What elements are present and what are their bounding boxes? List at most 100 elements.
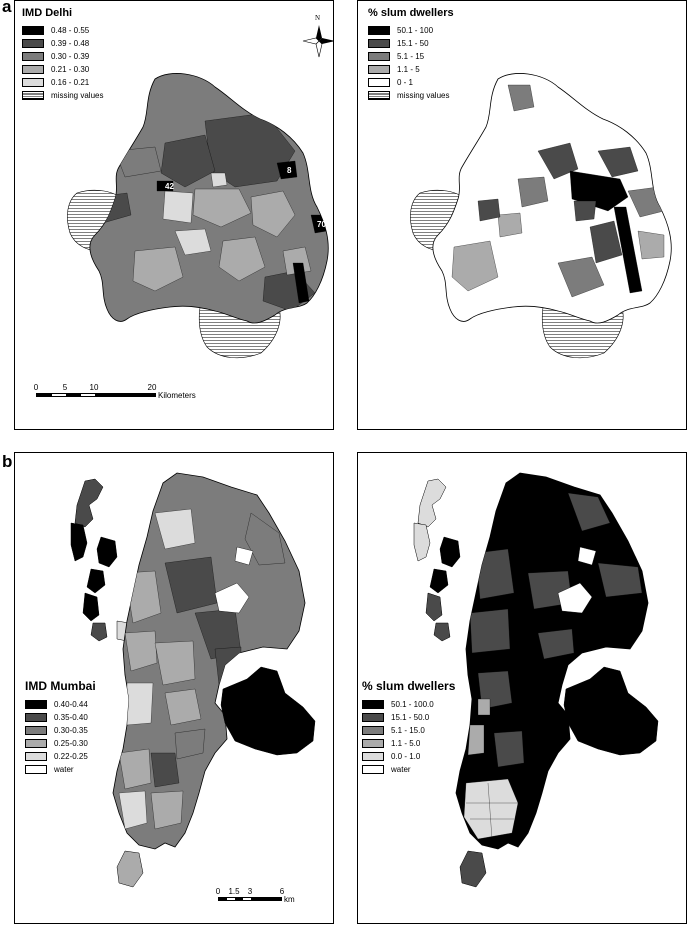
legend-row: 0.21 - 0.30 [22, 63, 103, 75]
legend-swatch [22, 90, 44, 100]
legend-swatch [362, 751, 384, 761]
legend-label: 50.1 - 100 [397, 25, 434, 35]
legend-title: IMD Mumbai [25, 679, 96, 693]
legend-row: 5.1 - 15 [368, 50, 454, 62]
north-arrow-icon [302, 25, 333, 58]
mumbai-imd-map [70, 472, 316, 888]
delhi-scale-bar: 0 5 10 20 Kilometers [33, 383, 196, 400]
legend-swatch [362, 764, 384, 774]
legend-swatch [22, 38, 44, 48]
legend-swatch [25, 725, 47, 735]
legend-row: 0.25-0.30 [25, 737, 96, 749]
delhi-slum-map [410, 73, 672, 359]
scale-tick: 1.5 [228, 887, 240, 896]
delhi-map-label-42: 42 [165, 182, 174, 191]
legend-swatch [368, 51, 390, 61]
legend-swatch [22, 25, 44, 35]
legend-label: 0.39 - 0.48 [51, 38, 90, 48]
legend-swatch [368, 77, 390, 87]
legend-label: 15.1 - 50.0 [391, 712, 430, 722]
legend-label: 0 - 1 [397, 77, 414, 87]
legend-swatch [25, 764, 47, 774]
legend-row: water [362, 763, 455, 775]
legend-swatch [368, 90, 390, 100]
legend-label: 0.48 - 0.55 [51, 25, 90, 35]
legend-swatch [368, 64, 390, 74]
delhi-slum-map-frame: % slum dwellers 50.1 - 100 15.1 - 50 5.1… [357, 0, 687, 430]
legend-swatch [362, 725, 384, 735]
delhi-slum-legend: % slum dwellers 50.1 - 100 15.1 - 50 5.1… [368, 7, 454, 102]
legend-row: 0.30 - 0.39 [22, 50, 103, 62]
mumbai-scale-bar: 0 1.5 3 6 km [215, 887, 295, 904]
delhi-imd-legend: IMD Delhi 0.48 - 0.55 0.39 - 0.48 0.30 -… [22, 7, 103, 102]
scale-bar-graphic [218, 897, 282, 901]
legend-row: 0.39 - 0.48 [22, 37, 103, 49]
delhi-map-label-8: 8 [287, 166, 292, 175]
legend-label: 0.40-0.44 [54, 699, 88, 709]
scale-bar-graphic [36, 393, 156, 397]
legend-row: 1.1 - 5 [368, 63, 454, 75]
legend-title: IMD Delhi [22, 7, 73, 19]
legend-label: 1.1 - 5.0 [391, 738, 421, 748]
scale-unit: Kilometers [158, 391, 196, 400]
legend-row: 0.40-0.44 [25, 698, 96, 710]
panel-label-a: a [2, 0, 12, 16]
legend-label: 15.1 - 50 [397, 38, 429, 48]
mumbai-imd-legend: IMD Mumbai 0.40-0.44 0.35-0.40 0.30-0.35… [25, 679, 96, 776]
legend-swatch [368, 25, 390, 35]
legend-row: 0 - 1 [368, 76, 454, 88]
legend-row: 0.22-0.25 [25, 750, 96, 762]
legend-row: 0.48 - 0.55 [22, 24, 103, 36]
legend-title: % slum dwellers [362, 679, 456, 693]
legend-row: 0.30-0.35 [25, 724, 96, 736]
legend-row: missing values [368, 89, 454, 101]
legend-swatch [25, 751, 47, 761]
legend-swatch [362, 699, 384, 709]
mumbai-slum-legend: % slum dwellers 50.1 - 100.0 15.1 - 50.0… [362, 679, 455, 776]
legend-label: water [54, 764, 74, 774]
legend-row: missing values [22, 89, 103, 101]
legend-swatch [22, 51, 44, 61]
scale-tick: 6 [279, 887, 285, 896]
mumbai-slum-map [413, 472, 659, 888]
scale-tick: 10 [89, 383, 99, 392]
delhi-map-label-70: 70 [317, 220, 326, 229]
scale-tick: 5 [62, 383, 68, 392]
scale-unit: km [284, 895, 295, 904]
legend-swatch [368, 38, 390, 48]
legend-row: 5.1 - 15.0 [362, 724, 455, 736]
legend-label: missing values [51, 90, 104, 100]
legend-row: water [25, 763, 96, 775]
legend-row: 0.16 - 0.21 [22, 76, 103, 88]
mumbai-slum-map-frame: % slum dwellers 50.1 - 100.0 15.1 - 50.0… [357, 452, 687, 924]
legend-label: 1.1 - 5 [397, 64, 420, 74]
legend-title: % slum dwellers [368, 7, 454, 19]
delhi-imd-map-frame: 42 8 70 N IMD Delhi 0.48 - 0.55 0.39 - 0… [14, 0, 334, 430]
legend-label: missing values [397, 90, 450, 100]
legend-swatch [25, 699, 47, 709]
legend-row: 1.1 - 5.0 [362, 737, 455, 749]
legend-row: 50.1 - 100 [368, 24, 454, 36]
legend-swatch [362, 712, 384, 722]
legend-label: 0.16 - 0.21 [51, 77, 90, 87]
scale-tick: 0 [33, 383, 39, 392]
legend-swatch [362, 738, 384, 748]
legend-row: 0.0 - 1.0 [362, 750, 455, 762]
legend-label: 0.35-0.40 [54, 712, 88, 722]
panel-label-b: b [2, 452, 13, 471]
north-label: N [315, 14, 320, 22]
mumbai-imd-map-frame: IMD Mumbai 0.40-0.44 0.35-0.40 0.30-0.35… [14, 452, 334, 924]
legend-label: water [391, 764, 411, 774]
legend-row: 15.1 - 50 [368, 37, 454, 49]
legend-row: 15.1 - 50.0 [362, 711, 455, 723]
legend-row: 50.1 - 100.0 [362, 698, 455, 710]
legend-label: 5.1 - 15 [397, 51, 425, 61]
scale-tick: 20 [147, 383, 157, 392]
legend-row: 0.35-0.40 [25, 711, 96, 723]
scale-tick: 0 [215, 887, 221, 896]
legend-label: 0.0 - 1.0 [391, 751, 421, 761]
legend-swatch [22, 64, 44, 74]
legend-swatch [22, 77, 44, 87]
legend-label: 0.30 - 0.39 [51, 51, 90, 61]
legend-label: 0.22-0.25 [54, 751, 88, 761]
